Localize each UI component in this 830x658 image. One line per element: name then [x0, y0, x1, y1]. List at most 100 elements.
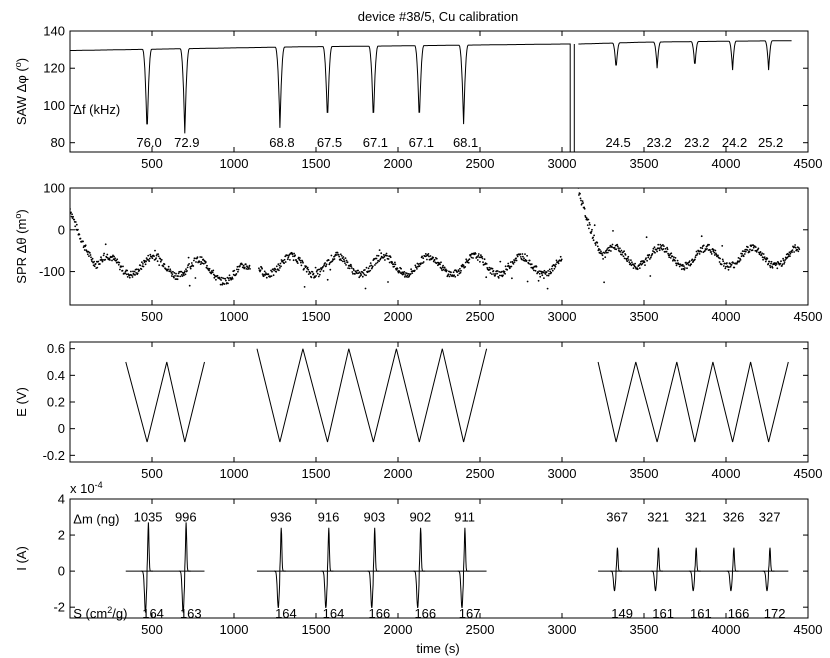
spr-data-point [335, 254, 338, 256]
spr-data-point [424, 253, 427, 255]
spr-data-point [696, 254, 698, 256]
spr-data-point [162, 265, 165, 268]
spr-data-point [237, 268, 240, 271]
current-peak [413, 527, 426, 608]
spr-data-point [198, 261, 201, 263]
spr-data-point [481, 255, 483, 258]
spr-data-point [337, 253, 340, 256]
x-tick-label: 1000 [220, 622, 249, 637]
spr-data-point [426, 258, 428, 261]
x-tick-label: 4500 [794, 466, 823, 481]
spr-data-point [543, 269, 546, 272]
spr-data-point [548, 268, 551, 271]
spr-data-point [588, 227, 590, 230]
spr-data-point [454, 275, 457, 278]
spr-data-point [279, 262, 282, 265]
spr-data-point [354, 273, 356, 275]
spr-data-point [339, 258, 342, 261]
spr-data-point [759, 251, 762, 253]
spr-data-point [498, 274, 501, 277]
spr-data-point [133, 270, 136, 273]
spr-data-point [590, 232, 592, 235]
spr-data-point [560, 258, 563, 261]
spr-data-point [169, 268, 172, 271]
spr-data-point [277, 263, 280, 266]
dip-value-label: 24.2 [722, 135, 747, 150]
spr-data-point [704, 250, 706, 252]
y-tick-label: -2 [53, 600, 65, 615]
spr-data-point [345, 264, 347, 266]
spr-data-point [458, 270, 460, 273]
x-tick-label: 2500 [466, 309, 495, 324]
spr-data-point [587, 218, 590, 221]
spr-data-point [77, 228, 79, 231]
x-tick-label: 3000 [548, 466, 577, 481]
spr-data-point [278, 269, 280, 272]
spr-data-point [157, 253, 160, 256]
spr-data-point [114, 257, 116, 260]
sensitivity-label: 161 [690, 606, 712, 621]
spr-data-point [721, 258, 724, 261]
spr-data-point [271, 270, 273, 273]
x-tick-label: 2000 [384, 309, 413, 324]
spr-data-point [323, 264, 325, 267]
spr-data-point [519, 256, 522, 258]
spr-data-point [498, 271, 501, 273]
current-peak [367, 527, 380, 608]
x-tick-label: 4000 [712, 466, 741, 481]
spr-data-point [701, 247, 704, 250]
spr-data-point [698, 253, 701, 255]
spr-data-point [649, 275, 652, 277]
spr-data-point [287, 256, 290, 259]
spr-data-point [789, 255, 791, 258]
spr-data-point [309, 272, 312, 275]
spr-data-point [415, 266, 418, 269]
spr-data-point [189, 267, 192, 270]
spr-data-point [296, 260, 299, 263]
spr-data-point [363, 273, 366, 276]
spr-data-point [712, 250, 715, 253]
spr-data-point [371, 265, 374, 268]
spr-data-point [384, 259, 386, 261]
spr-data-point [585, 217, 588, 220]
x-tick-label: 2000 [384, 156, 413, 171]
spr-data-point [728, 266, 730, 268]
spr-data-point [227, 282, 229, 285]
spr-data-point [713, 251, 716, 254]
spr-data-point [282, 259, 284, 262]
sensitivity-label: 164 [323, 606, 345, 621]
spr-data-point [680, 268, 683, 271]
spr-data-point [588, 222, 591, 224]
spr-data-point [192, 265, 195, 267]
spr-data-point [208, 267, 211, 270]
x-axis-label: time (s) [416, 641, 459, 656]
spr-data-point [352, 272, 354, 275]
spr-data-point [148, 257, 151, 260]
spr-data-point [126, 269, 129, 272]
spr-data-point [783, 261, 786, 263]
current-peak [688, 547, 701, 592]
spr-data-point [322, 265, 324, 268]
spr-data-point [482, 261, 484, 264]
spr-data-point [739, 259, 742, 261]
spr-data-point [540, 270, 543, 273]
spr-data-point [72, 215, 74, 218]
spr-data-point [539, 275, 542, 278]
spr-data-point [247, 267, 250, 270]
spr-data-point [729, 265, 732, 268]
spr-data-point [236, 268, 238, 271]
spr-data-point [305, 265, 308, 268]
spr-data-point [666, 248, 669, 251]
spr-data-point [579, 197, 582, 200]
spr-data-point [510, 265, 513, 268]
spr-data-point [382, 254, 385, 256]
spr-data-point [557, 261, 559, 263]
spr-data-point [629, 262, 632, 265]
spr-data-point [619, 247, 621, 250]
spr-data-point [78, 233, 81, 236]
delta-mass-label: 902 [409, 510, 431, 525]
spr-data-point [387, 281, 389, 283]
spr-data-point [124, 272, 126, 275]
spr-data-point [276, 268, 279, 271]
spr-data-point [318, 268, 321, 271]
